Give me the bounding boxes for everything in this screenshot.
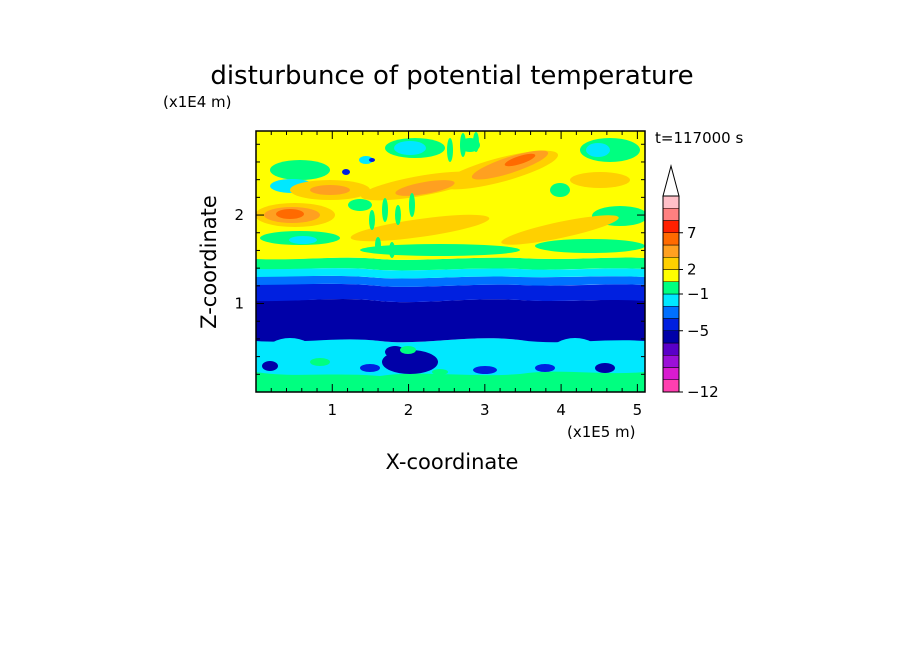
layer-blue [256,283,645,303]
plot-frame [255,130,646,393]
y-axis: 12 [234,143,645,375]
colorbar-swatch [662,208,680,221]
y-unit-label: (x1E4 m) [163,93,232,111]
colorbar-label: 2 [687,261,697,279]
colorbar-label: −5 [687,322,709,340]
x-tick-label: 3 [480,401,490,419]
x-axis: 1 2 3 4 5 [270,131,643,419]
time-label: t=117000 s [655,129,743,147]
upper-blue-spots [342,158,375,175]
x-tick-label: 2 [404,401,414,419]
y-tick-label: 1 [234,295,244,313]
x-tick-label: 1 [328,401,338,419]
colorbar-label: −12 [687,383,719,401]
x-unit-label: (x1E5 m) [567,423,636,441]
colorbar-labels: 7 2 −1 −5 −12 [679,224,719,401]
wave-streaks [369,132,479,258]
upper-red-core [276,153,536,219]
lower-green-spots [310,346,448,375]
lower-cells [266,338,645,371]
colorbar-swatch [662,195,680,209]
colorbar-swatch [662,330,680,344]
chart-title: disturbunce of potential temperature [210,61,693,91]
x-axis-label: X-coordinate [386,450,519,474]
colorbar-swatch [662,244,680,258]
colorbar-swatch [662,367,680,380]
colorbar-arrow [662,164,680,197]
colorbar-swatch [662,355,680,368]
lower-dark-spots [262,346,615,374]
colorbar-swatch [662,281,680,295]
colorbar-swatch [662,342,680,356]
contour-field [256,131,645,392]
colorbar-swatch [662,257,680,270]
layer-cyan [256,268,645,279]
colorbar-label: −1 [687,285,709,303]
layer-green [256,257,645,271]
colorbar-swatch [662,379,680,393]
x-tick-label: 4 [556,401,566,419]
colorbar [662,164,680,393]
colorbar-swatch [662,318,680,331]
layer-deep-blue [256,298,645,343]
colorbar-swatch [662,306,680,319]
x-tick-label: 5 [633,401,643,419]
lower-blue-patches [360,364,555,374]
y-axis-label: Z-coordinate [197,195,221,329]
colorbar-swatch [662,269,680,282]
layer-mid-blue [256,275,645,287]
colorbar-swatch [662,220,680,233]
y-tick-label: 2 [234,206,244,224]
colorbar-swatch [662,232,680,246]
colorbar-label: 7 [687,224,697,242]
colorbar-swatch [662,293,680,307]
